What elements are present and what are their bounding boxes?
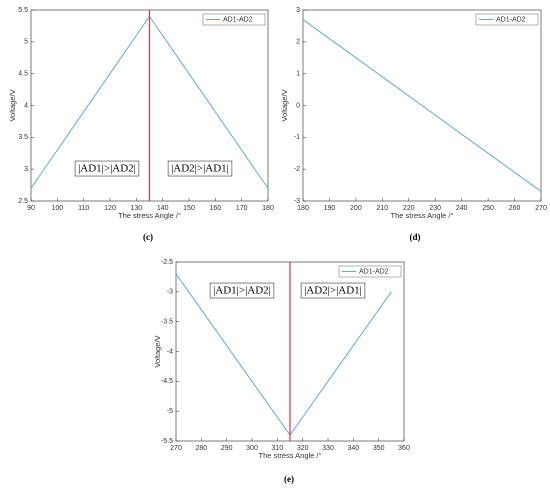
y-axis-label: Voltage/V	[280, 89, 289, 121]
x-tick-label: 220	[403, 205, 415, 212]
y-tick-label: 4	[24, 102, 28, 109]
x-tick-label: 120	[104, 205, 116, 212]
x-tick-label: 290	[221, 445, 233, 452]
y-tick-label: -2	[294, 166, 300, 173]
annotation: |AD1|>|AD2|	[78, 163, 136, 175]
y-tick-label: 2	[296, 39, 300, 46]
legend-label: AD1-AD2	[496, 16, 526, 23]
x-tick-label: 160	[209, 205, 221, 212]
y-tick-label: -2.5	[161, 259, 173, 266]
x-tick-label: 210	[376, 205, 388, 212]
x-tick-label: 360	[398, 445, 410, 452]
y-tick-label: 3	[24, 166, 28, 173]
y-tick-label: -5.5	[161, 438, 173, 445]
annotation: |AD2|>|AD1|	[171, 163, 229, 175]
x-tick-label: 110	[78, 205, 89, 212]
x-tick-label: 350	[373, 445, 385, 452]
x-tick-label: 270	[170, 445, 182, 452]
x-tick-label: 280	[195, 445, 207, 452]
legend-box	[475, 13, 539, 26]
y-tick-label: 2.5	[18, 198, 28, 205]
y-tick-label: 5	[24, 39, 28, 46]
x-tick-label: 270	[535, 205, 547, 212]
caption: (e)	[284, 474, 294, 484]
x-tick-label: 260	[509, 205, 521, 212]
x-axis-label: The stress Angle /°	[390, 211, 453, 220]
legend-label: AD1-AD2	[359, 268, 389, 275]
y-tick-label: -4	[167, 348, 173, 355]
x-tick-label: 180	[297, 205, 309, 212]
x-axis-label: The stress Angle /°	[258, 451, 321, 460]
x-tick-label: 200	[350, 205, 362, 212]
legend-box	[202, 13, 266, 26]
x-tick-label: 150	[183, 205, 195, 212]
annotation-box	[167, 160, 233, 177]
x-tick-label: 340	[347, 445, 359, 452]
y-tick-label: -3	[167, 289, 173, 296]
x-tick-label: 190	[324, 205, 336, 212]
y-tick-label: -3	[294, 198, 300, 205]
x-tick-label: 310	[271, 445, 283, 452]
y-axis-label: Voltage/V	[153, 335, 162, 367]
y-tick-label: 5.5	[18, 7, 28, 14]
caption: (c)	[143, 232, 153, 242]
legend-box	[338, 265, 402, 278]
annotation: |AD2|>|AD1|	[304, 285, 362, 297]
annotation: |AD1|>|AD2|	[213, 285, 271, 297]
x-tick-label: 320	[297, 445, 309, 452]
y-tick-label: -5	[167, 408, 173, 415]
x-tick-label: 300	[246, 445, 258, 452]
x-tick-label: 90	[27, 205, 35, 212]
y-tick-label: -3.5	[161, 319, 173, 326]
y-tick-label: 0	[296, 102, 300, 109]
y-tick-label: 3.5	[18, 134, 28, 141]
x-tick-label: 230	[429, 205, 441, 212]
y-tick-label: 1	[296, 71, 300, 78]
x-tick-label: 240	[456, 205, 468, 212]
x-axis-label: The stress Angle /°	[118, 211, 181, 220]
x-tick-label: 100	[51, 205, 63, 212]
x-tick-label: 130	[130, 205, 142, 212]
x-tick-label: 140	[157, 205, 169, 212]
y-tick-label: -4.5	[161, 378, 173, 385]
y-axis-label: Voltage/V	[8, 89, 17, 121]
x-tick-label: 250	[482, 205, 494, 212]
annotation-box	[300, 282, 366, 299]
caption: (d)	[410, 232, 421, 242]
x-tick-label: 330	[322, 445, 334, 452]
legend-label: AD1-AD2	[223, 16, 253, 23]
annotation-box	[74, 160, 140, 177]
y-tick-label: -1	[294, 134, 300, 141]
y-tick-label: 3	[296, 7, 300, 14]
y-tick-label: 4.5	[18, 71, 28, 78]
x-tick-label: 180	[262, 205, 274, 212]
annotation-box	[209, 282, 275, 299]
data-line	[302, 19, 542, 192]
x-tick-label: 170	[236, 205, 248, 212]
